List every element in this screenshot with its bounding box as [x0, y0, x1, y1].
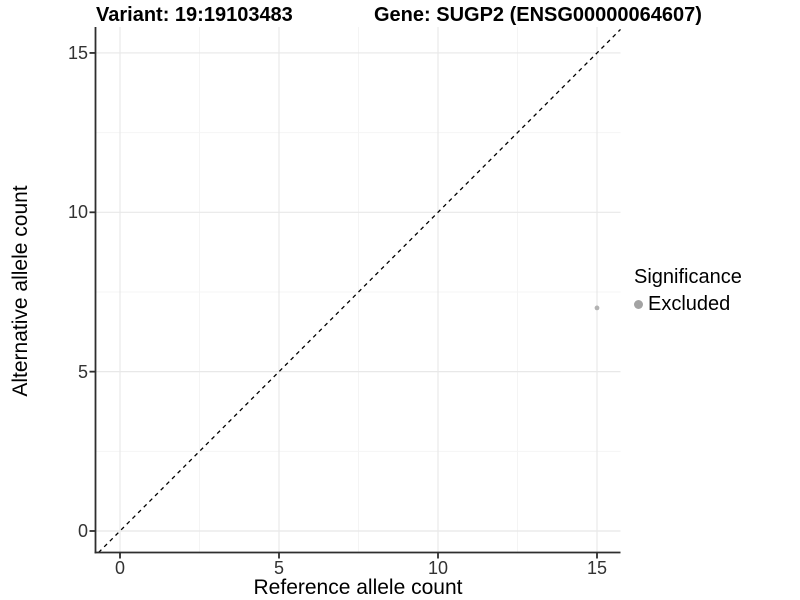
y-tick-label-5: 5: [77, 362, 88, 382]
legend-item-excluded: Excluded: [634, 293, 742, 316]
y-axis-title: Alternative allele count: [9, 185, 32, 397]
x-tick-label-10: 10: [427, 558, 449, 578]
x-tick-label-15: 15: [586, 558, 608, 578]
legend: Significance Excluded: [634, 266, 742, 316]
x-axis-title: Reference allele count: [253, 576, 463, 599]
legend-title: Significance: [634, 266, 742, 288]
plot-title-variant: Variant: 19:19103483: [96, 4, 293, 26]
legend-key-dot-icon: [634, 300, 643, 309]
plot-title-gene: Gene: SUGP2 (ENSG00000064607): [374, 4, 702, 26]
y-tick-label-15: 15: [67, 43, 88, 63]
legend-item-label: Excluded: [648, 293, 731, 315]
x-tick-label-0: 0: [114, 558, 125, 578]
y-tick-label-0: 0: [77, 521, 88, 541]
y-tick-label-10: 10: [67, 202, 88, 222]
x-tick-label-5: 5: [273, 558, 284, 578]
